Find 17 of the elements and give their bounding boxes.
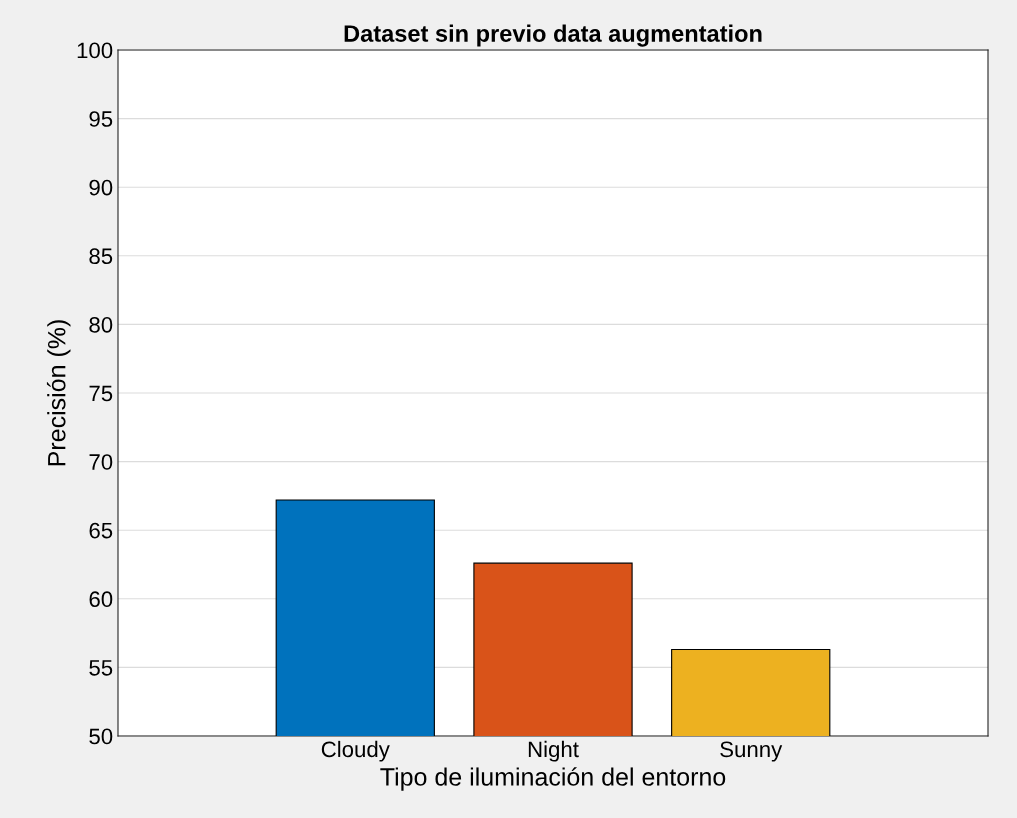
y-tick-label: 100 bbox=[77, 42, 113, 59]
y-tick-label: 90 bbox=[89, 179, 113, 196]
y-tick-label: 50 bbox=[89, 728, 113, 745]
x-tick-label: Sunny bbox=[720, 741, 783, 762]
x-tick-label: Cloudy bbox=[321, 740, 390, 762]
y-tick-label: 60 bbox=[89, 591, 113, 608]
y-tick-label: 95 bbox=[89, 111, 113, 127]
x-axis-title: Tipo de iluminación del entorno bbox=[380, 767, 726, 791]
y-tick-label: 85 bbox=[89, 248, 113, 265]
y-tick-label: 65 bbox=[89, 522, 113, 539]
x-tick-label: Night bbox=[528, 740, 579, 762]
y-tick-label: 70 bbox=[89, 454, 113, 470]
y-tick-label: 55 bbox=[89, 660, 113, 676]
chart-title: Dataset sin previo data augmentation bbox=[344, 24, 762, 47]
y-tick-label: 80 bbox=[89, 316, 113, 333]
y-tick-label: 75 bbox=[89, 385, 113, 402]
y-axis-title: Precisión (%) bbox=[46, 320, 71, 466]
